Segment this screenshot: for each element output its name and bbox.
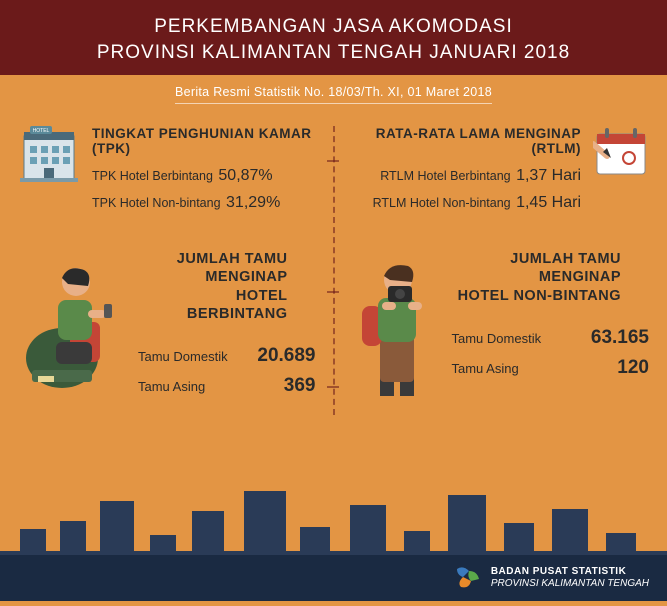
main-title: PERKEMBANGAN JASA AKOMODASI PROVINSI KAL… [20, 14, 647, 65]
stat-label: RTLM Hotel Non-bintang [373, 196, 511, 210]
svg-text:HOTEL: HOTEL [33, 128, 50, 134]
guest-row: Tamu Domestik 63.165 [452, 327, 650, 349]
header-banner: PERKEMBANGAN JASA AKOMODASI PROVINSI KAL… [0, 0, 667, 75]
hotel-icon: HOTEL [18, 126, 80, 184]
tpk-text: TINGKAT PENGHUNIAN KAMAR (TPK) TPK Hotel… [92, 126, 316, 220]
traveler-sitting-icon [18, 250, 128, 400]
rtlm-block: RATA-RATA LAMA MENGINAP (RTLM) RTLM Hote… [352, 126, 650, 236]
tpk-block: HOTEL TINGKAT PENGHUNIAN KAMAR (TPK) TPK… [18, 126, 316, 236]
guest-row: Tamu Asing 369 [138, 375, 316, 397]
stat-label: TPK Hotel Non-bintang [92, 196, 221, 210]
guest-label: Tamu Domestik [452, 331, 542, 346]
right-column: RATA-RATA LAMA MENGINAP (RTLM) RTLM Hote… [334, 126, 650, 405]
stat-value: 31,29% [226, 194, 280, 211]
stat-line: TPK Hotel Berbintang 50,87% [92, 166, 316, 187]
heading-line-2: HOTEL NON-BINTANG [452, 287, 622, 305]
guest-row: Tamu Asing 120 [452, 357, 650, 379]
heading-line-2: HOTEL BERBINTANG [138, 287, 288, 323]
guest-label: Tamu Asing [452, 361, 519, 376]
stat-label: TPK Hotel Berbintang [92, 169, 213, 183]
guest-row: Tamu Domestik 20.689 [138, 345, 316, 367]
stat-line: RTLM Hotel Non-bintang 1,45 Hari [352, 193, 582, 214]
stat-value: 1,45 Hari [516, 194, 581, 211]
tpk-heading: TINGKAT PENGHUNIAN KAMAR (TPK) [92, 126, 316, 156]
calendar-icon [593, 126, 649, 178]
guest-label: Tamu Asing [138, 379, 205, 394]
bps-logo-icon [455, 565, 481, 591]
title-line-2: PROVINSI KALIMANTAN TENGAH JANUARI 2018 [20, 40, 647, 66]
guests-nonstar-text: JUMLAH TAMU MENGINAP HOTEL NON-BINTANG T… [452, 250, 650, 386]
guest-value: 120 [617, 357, 649, 379]
rtlm-heading: RATA-RATA LAMA MENGINAP (RTLM) [352, 126, 582, 156]
guest-value: 369 [284, 375, 316, 397]
guests-nonstar-heading: JUMLAH TAMU MENGINAP HOTEL NON-BINTANG [452, 250, 650, 304]
subtitle-text: Berita Resmi Statistik No. 18/03/Th. XI,… [175, 85, 492, 104]
rtlm-text: RATA-RATA LAMA MENGINAP (RTLM) RTLM Hote… [352, 126, 582, 220]
footer-region: PROVINSI KALIMANTAN TENGAH [491, 578, 649, 590]
guests-nonstar-block: JUMLAH TAMU MENGINAP HOTEL NON-BINTANG T… [352, 250, 650, 400]
guests-star-heading: JUMLAH TAMU MENGINAP HOTEL BERBINTANG [138, 250, 316, 323]
guests-star-text: JUMLAH TAMU MENGINAP HOTEL BERBINTANG Ta… [138, 250, 316, 405]
subtitle-wrap: Berita Resmi Statistik No. 18/03/Th. XI,… [0, 75, 667, 108]
left-column: HOTEL TINGKAT PENGHUNIAN KAMAR (TPK) TPK… [18, 126, 334, 405]
stat-value: 1,37 Hari [516, 167, 581, 184]
guest-value: 63.165 [591, 327, 649, 349]
heading-line-1: JUMLAH TAMU MENGINAP [452, 250, 622, 286]
stat-value: 50,87% [218, 167, 272, 184]
stat-label: RTLM Hotel Berbintang [380, 169, 510, 183]
guest-value: 20.689 [257, 345, 315, 367]
title-line-1: PERKEMBANGAN JASA AKOMODASI [20, 14, 647, 40]
footer-text: BADAN PUSAT STATISTIK PROVINSI KALIMANTA… [491, 566, 649, 590]
stat-line: TPK Hotel Non-bintang 31,29% [92, 193, 316, 214]
footer-bar: BADAN PUSAT STATISTIK PROVINSI KALIMANTA… [0, 555, 667, 601]
heading-line-1: JUMLAH TAMU MENGINAP [138, 250, 288, 286]
guests-star-block: JUMLAH TAMU MENGINAP HOTEL BERBINTANG Ta… [18, 250, 316, 405]
stat-line: RTLM Hotel Berbintang 1,37 Hari [352, 166, 582, 187]
footer-org: BADAN PUSAT STATISTIK [491, 566, 649, 578]
content-area: HOTEL TINGKAT PENGHUNIAN KAMAR (TPK) TPK… [0, 108, 667, 405]
traveler-camera-icon [352, 250, 442, 400]
guest-label: Tamu Domestik [138, 349, 228, 364]
